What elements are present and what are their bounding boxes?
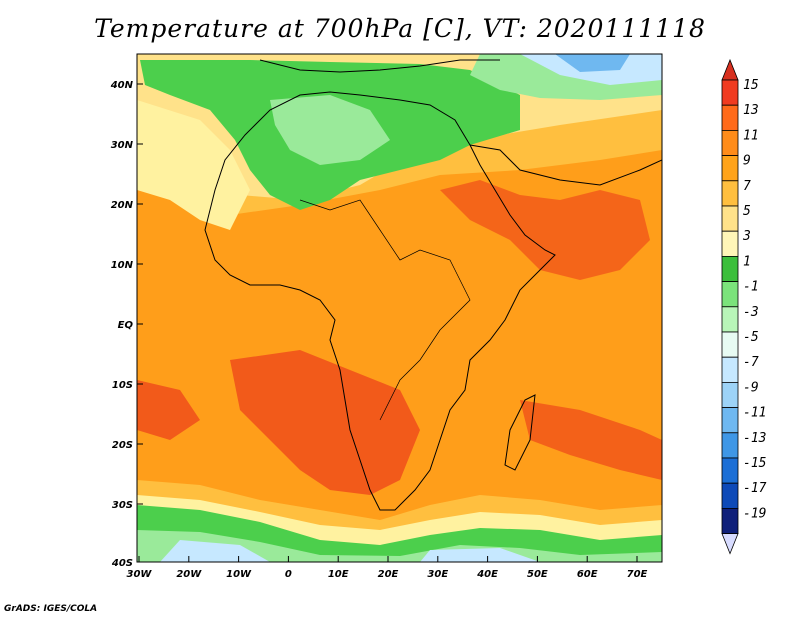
y-tick-label: 10S bbox=[112, 380, 133, 391]
colorbar-segment bbox=[721, 356, 739, 383]
temperature-field bbox=[137, 54, 662, 562]
x-tick-label: 60E bbox=[577, 569, 598, 580]
y-tick-label: EQ bbox=[118, 320, 134, 331]
field-sahara-lightgreen bbox=[270, 95, 390, 165]
colorbar-segment bbox=[721, 155, 739, 182]
colorbar-segment bbox=[721, 205, 739, 232]
colorbar-label: 7 bbox=[743, 179, 751, 194]
colorbar-bottom-arrow bbox=[721, 533, 739, 555]
colorbar-segment bbox=[721, 230, 739, 257]
colorbar-label: -15 bbox=[743, 456, 767, 471]
field-north-darkblue bbox=[555, 54, 630, 72]
colorbar-label: -9 bbox=[743, 380, 759, 395]
colorbar-label: 15 bbox=[743, 78, 759, 93]
y-tick-label: 40N bbox=[110, 80, 134, 91]
x-axis: 30W 20W 10W 0 10E 20E 30E 40E 50E 60E 70E bbox=[127, 556, 648, 580]
colorbar-segment bbox=[721, 331, 739, 358]
europe-coastline bbox=[259, 59, 500, 73]
field-south-blue-east bbox=[420, 548, 540, 562]
arabia-coastline bbox=[469, 144, 662, 186]
field-south-lightgreen bbox=[137, 530, 662, 562]
x-tick-label: 40E bbox=[476, 569, 498, 580]
x-tick-label: 50E bbox=[527, 569, 548, 580]
colorbar-label: -17 bbox=[743, 481, 767, 496]
x-tick-label: 10W bbox=[226, 569, 252, 580]
colorbar-segment bbox=[721, 104, 739, 131]
colorbar-label: -1 bbox=[743, 280, 759, 295]
y-axis: 40N 30N 20N 10N EQ 10S 20S 30S 40S bbox=[110, 80, 143, 569]
field-arabian-hot bbox=[440, 180, 650, 280]
colorbar-label: -19 bbox=[743, 506, 766, 521]
plot-frame bbox=[136, 53, 663, 563]
x-tick-label: 20W bbox=[176, 569, 202, 580]
field-south-blue-west bbox=[160, 540, 270, 562]
colorbar-label: 3 bbox=[742, 229, 751, 244]
y-tick-label: 10N bbox=[111, 260, 134, 271]
x-tick-label: 70E bbox=[627, 569, 648, 580]
colorbar-segment bbox=[721, 507, 739, 534]
colorbar-label: -11 bbox=[743, 406, 766, 421]
colorbar-segment bbox=[721, 407, 739, 434]
colorbar-segment bbox=[721, 79, 739, 106]
country-borders bbox=[299, 199, 471, 421]
colorbar-label: 5 bbox=[743, 204, 751, 219]
field-southern-hot bbox=[230, 350, 420, 495]
y-tick-label: 30N bbox=[111, 140, 134, 151]
colorbar: 15 13 11 9 7 5 3 1 -1 -3 -5 -7 -9 -11 -13 -15 -17 -19 bbox=[721, 58, 767, 555]
colorbar-segment bbox=[721, 255, 739, 282]
field-indian-hot bbox=[520, 400, 662, 480]
field-westsahel-yellow bbox=[137, 100, 250, 230]
colorbar-label: -5 bbox=[743, 330, 759, 345]
y-tick-label: 40S bbox=[111, 558, 133, 569]
colorbar-segment bbox=[721, 129, 739, 156]
coastlines bbox=[204, 59, 662, 511]
map-title: Temperature at 700hPa [C], VT: 202011111… bbox=[94, 14, 706, 43]
colorbar-label: 13 bbox=[743, 103, 759, 118]
colorbar-segment bbox=[721, 432, 739, 459]
colorbar-label: 9 bbox=[743, 154, 751, 169]
colorbar-label: 11 bbox=[743, 128, 759, 143]
x-tick-label: 0 bbox=[285, 569, 292, 580]
colorbar-segment bbox=[721, 281, 739, 308]
y-tick-label: 20S bbox=[112, 440, 133, 451]
colorbar-label: -3 bbox=[743, 305, 759, 320]
colorbar-segment bbox=[721, 306, 739, 333]
y-tick-label: 20N bbox=[111, 200, 134, 211]
x-tick-label: 20E bbox=[378, 569, 399, 580]
x-tick-label: 30W bbox=[127, 569, 153, 580]
africa-coastline bbox=[204, 91, 556, 511]
colorbar-segment bbox=[721, 381, 739, 408]
x-tick-label: 10E bbox=[328, 569, 349, 580]
y-tick-label: 30S bbox=[112, 500, 133, 511]
colorbar-segment bbox=[721, 482, 739, 509]
colorbar-label: -7 bbox=[743, 355, 759, 370]
credit-text: GrADS: IGES/COLA bbox=[4, 604, 98, 614]
x-tick-label: 30E bbox=[427, 569, 448, 580]
field-southwest-hot bbox=[137, 380, 200, 440]
colorbar-segment bbox=[721, 180, 739, 207]
madagascar-coastline bbox=[504, 394, 536, 471]
colorbar-top-arrow bbox=[721, 58, 739, 81]
colorbar-label: 1 bbox=[743, 254, 751, 269]
colorbar-segment bbox=[721, 457, 739, 484]
colorbar-label: -13 bbox=[743, 431, 766, 446]
